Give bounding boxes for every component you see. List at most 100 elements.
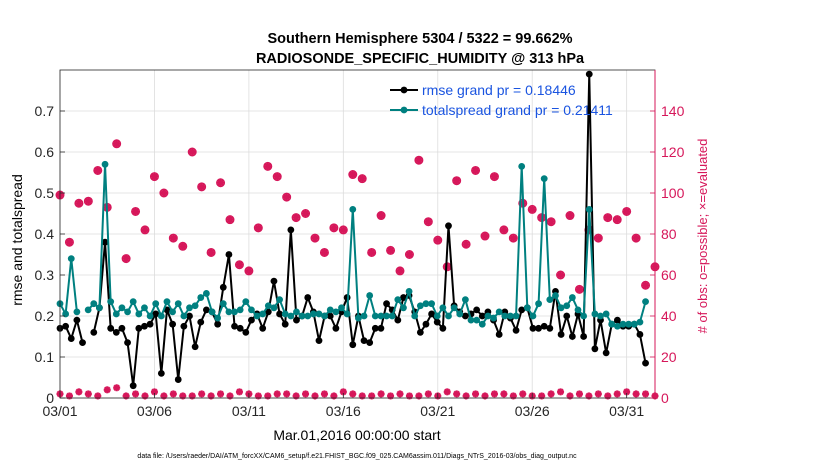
totalspread-point [101,160,109,168]
totalspread-point [157,312,165,320]
obs-mark-stroke [519,390,527,398]
totalspread-point [163,298,171,306]
rmse-point [281,320,289,328]
obs-evaluated-point [292,213,301,222]
obs-evaluated-point [556,271,565,279]
obs-mark-stroke [217,390,224,398]
obs-mark-stroke [547,218,555,226]
obs-evaluated-point [84,197,93,206]
obs-evaluated-point [141,225,149,234]
totalspread-point [309,310,317,318]
obs-mark-stroke [170,390,177,398]
totalspread-point [67,255,75,262]
totalspread-point [597,312,604,320]
totalspread-point [343,310,351,318]
obs-mark-stroke [641,281,650,289]
obs-mark-stroke [358,174,366,183]
obs-evaluated-point [632,234,641,243]
totalspread-point [523,304,531,312]
obs-rejected-point [141,392,149,400]
obs-rejected-point [519,390,527,398]
obs-mark-stroke [424,218,432,226]
rmse-point [529,324,537,332]
rmse-point [129,382,137,390]
obs-rejected-point [613,390,621,398]
obs-evaluated-point [131,207,140,216]
totalspread-point [208,308,216,316]
obs-mark-stroke [575,285,584,294]
obs-evaluated-point [122,254,131,263]
rmse-point [591,345,599,353]
series-line [59,258,78,318]
rmse-point [135,324,143,332]
totalspread-point [416,302,424,310]
obs-mark-stroke [386,246,395,255]
rmse-point [270,277,278,285]
obs-evaluated-point [481,232,489,241]
y-tick-label-left: 0.2 [35,308,55,324]
obs-rejected-point [566,392,574,400]
rmse-point [90,329,98,336]
totalspread-point [478,320,486,328]
totalspread-point [174,300,182,308]
rmse-point [293,316,300,324]
obs-mark-stroke [528,205,536,214]
rmse-point [180,322,188,330]
obs-evaluated-point [188,148,197,156]
totalspread-point [507,312,514,320]
rmse-point [360,337,368,344]
obs-mark-stroke [236,388,243,396]
rmse-point [563,312,571,320]
y-tick-label-left: 0.5 [35,185,55,201]
rmse-point [304,294,312,301]
rmse-point [535,324,542,332]
totalspread-point [557,304,565,312]
x-axis: 03/01 03/06 03/11 03/16 03/21 03/26 03/31 [42,393,644,419]
totalspread-point [231,308,238,316]
obs-evaluated-point [613,215,622,224]
obs-evaluated-point [216,178,225,187]
totalspread-point [490,314,497,322]
obs-mark-stroke [453,390,460,398]
obs-evaluated-point [566,211,574,220]
obs-mark-stroke [632,390,640,398]
rmse-point [225,251,233,258]
totalspread-point [642,298,649,306]
obs-mark-stroke [481,232,489,240]
rmse-point [112,329,120,336]
obs-rejected-point [311,392,319,400]
totalspread-point [90,300,98,308]
y-tick-label-right: 120 [661,144,685,160]
obs-rejected-point [472,390,480,398]
totalspread-point [366,292,374,299]
obs-evaluated-point [197,182,206,191]
rmse-point [73,316,81,324]
obs-rejected-point [405,392,413,400]
totalspread-point [574,306,582,314]
obs-evaluated-point [452,176,461,185]
x-tick-label: 03/21 [420,403,455,419]
obs-rejected-point [358,392,366,400]
obs-rejected-point [330,392,338,400]
totalspread-point [169,308,177,316]
obs-mark-stroke [490,172,499,181]
obs-mark-stroke [216,179,225,187]
obs-rejected-point [264,392,272,400]
totalspread-point [186,304,193,312]
totalspread-point [197,294,205,301]
totalspread-point [473,316,481,324]
rmse-point [276,310,283,318]
y-tick-label-right: 60 [661,267,677,283]
rmse-point [174,376,182,383]
obs-rejected-point [169,390,177,398]
totalspread-point [360,312,368,320]
obs-mark-stroke [169,234,177,242]
rmse-point [433,318,441,326]
rmse-point [518,306,526,314]
obs-mark-stroke [141,226,149,234]
obs-mark-stroke [151,388,158,396]
rmse-point [101,238,109,246]
totalspread-point [591,310,599,318]
obs-mark-stroke [292,213,300,222]
obs-rejected-point [103,386,111,394]
